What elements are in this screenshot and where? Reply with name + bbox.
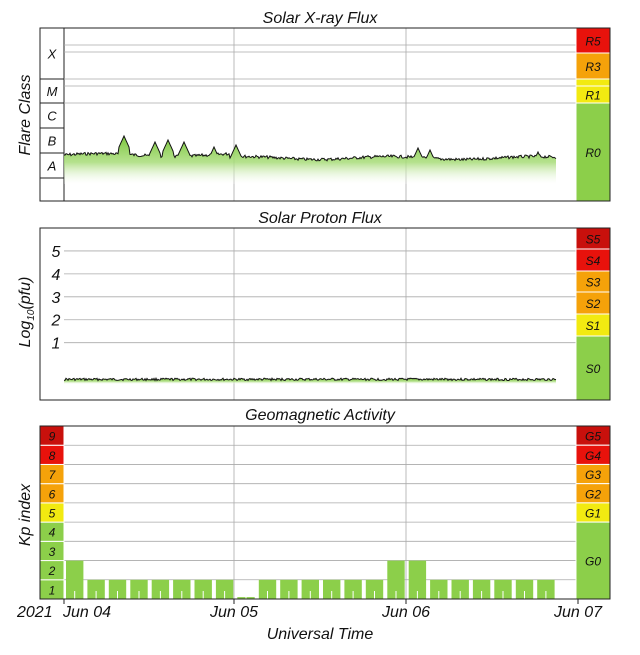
kp-level-label-4: 4 (49, 526, 56, 540)
geomag-scale-cell-5 (575, 521, 611, 600)
kp-bar-9 (258, 579, 277, 599)
proton-scale-cell-5 (575, 335, 611, 401)
geomag-ylabel: Kp index (17, 483, 34, 546)
kp-level-label-5: 5 (49, 507, 56, 521)
xray-class-label-m: M (47, 84, 58, 99)
proton-plot-area (39, 227, 611, 401)
kp-bar-2 (108, 579, 127, 599)
proton-scale-label-s3: S3 (586, 276, 601, 290)
kp-level-label-8: 8 (49, 449, 56, 463)
xray-class-label-c: C (47, 109, 57, 124)
x-tick-label-jun06: Jun 06 (381, 604, 430, 621)
kp-bar-4 (151, 579, 170, 599)
proton-flux-line (63, 376, 557, 382)
xray-scale-cell-2 (575, 78, 611, 87)
panel-border-1 (39, 27, 611, 202)
x-tick-label-jun04: Jun 04 (62, 604, 111, 621)
xray-flux-fill (64, 136, 556, 184)
panel-border-3 (39, 425, 611, 600)
proton-scale-label-s4: S4 (586, 254, 601, 268)
x-axis-title: Universal Time (267, 626, 374, 643)
proton-y-tick-3: 3 (52, 290, 61, 307)
xray-class-cell-x (39, 27, 65, 80)
geomag-title: Geomagnetic Activity (245, 407, 396, 424)
proton-y-tick-1: 1 (52, 336, 61, 353)
geomag-scale-label-g5: G5 (585, 430, 601, 444)
proton-ylabel: Log10(pfu) (17, 277, 37, 348)
xray-scale-label-r3: R3 (585, 60, 601, 74)
kp-bar-7 (215, 579, 234, 599)
proton-title: Solar Proton Flux (258, 210, 383, 227)
kp-bar-15 (387, 560, 405, 599)
kp-level-label-6: 6 (49, 487, 56, 501)
proton-y-tick-4: 4 (52, 267, 61, 284)
kp-bar-20 (494, 579, 512, 599)
kp-bar-17 (430, 579, 448, 599)
xray-class-label-a: A (47, 159, 57, 174)
kp-bar-12 (323, 579, 341, 599)
xray-ylabel: Flare Class (17, 75, 34, 156)
kp-bar-11 (301, 579, 319, 599)
x-tick-label-jun05: Jun 05 (209, 604, 258, 621)
xray-class-label-b: B (48, 134, 57, 149)
geomag-scale-label-g4: G4 (585, 449, 601, 463)
kp-bar-5 (173, 579, 191, 599)
geomag-scale-label-g1: G1 (585, 507, 601, 521)
xray-flux-line (63, 134, 557, 162)
panel-border-2 (39, 227, 611, 401)
kp-bar-10 (280, 579, 298, 599)
xray-class-label-x: X (47, 47, 58, 62)
year-label: 2021 (16, 604, 53, 621)
proton-scale-label-s2: S2 (586, 297, 601, 311)
proton-ylabel-unit: (pfu) (17, 277, 34, 310)
kp-level-label-2: 2 (48, 564, 56, 578)
xray-scale-label-r0: R0 (585, 146, 601, 160)
kp-bar-22 (537, 579, 555, 599)
proton-ylabel-log: Log (17, 321, 34, 348)
proton-panel (39, 227, 611, 401)
kp-level-label-9: 9 (49, 430, 56, 444)
x-tick-label-jun07: Jun 07 (553, 604, 603, 621)
proton-scale-label-s1: S1 (586, 319, 601, 333)
kp-bar-1 (87, 579, 105, 599)
geomag-scale-label-g0: G0 (585, 555, 601, 569)
geomag-plot-area (39, 425, 611, 600)
kp-bar-19 (472, 579, 491, 599)
kp-bar-16 (408, 560, 427, 599)
kp-bar-21 (515, 579, 534, 599)
kp-bar-3 (130, 579, 148, 599)
kp-level-label-3: 3 (49, 545, 56, 559)
geomag-scale-label-g3: G3 (585, 468, 601, 482)
proton-scale-label-s5: S5 (586, 233, 601, 247)
kp-level-label-7: 7 (49, 468, 57, 482)
kp-bar-14 (365, 579, 384, 599)
kp-bar-6 (194, 579, 212, 599)
kp-bar-13 (344, 579, 362, 599)
proton-scale-label-s0: S0 (586, 362, 601, 376)
xray-title: Solar X-ray Flux (263, 10, 379, 27)
geomag-scale-label-g2: G2 (585, 487, 601, 501)
xray-scale-label-r1: R1 (585, 89, 600, 103)
kp-bar-18 (451, 579, 469, 599)
geomag-panel (39, 425, 611, 600)
xray-scale-cell-1 (575, 52, 611, 80)
xray-scale-label-r5: R5 (585, 35, 601, 49)
proton-ylabel-sub: 10 (26, 309, 37, 321)
proton-y-tick-2: 2 (51, 313, 61, 330)
kp-level-label-1: 1 (49, 583, 56, 597)
proton-y-tick-5: 5 (52, 244, 61, 261)
kp-bar-0 (66, 560, 84, 599)
